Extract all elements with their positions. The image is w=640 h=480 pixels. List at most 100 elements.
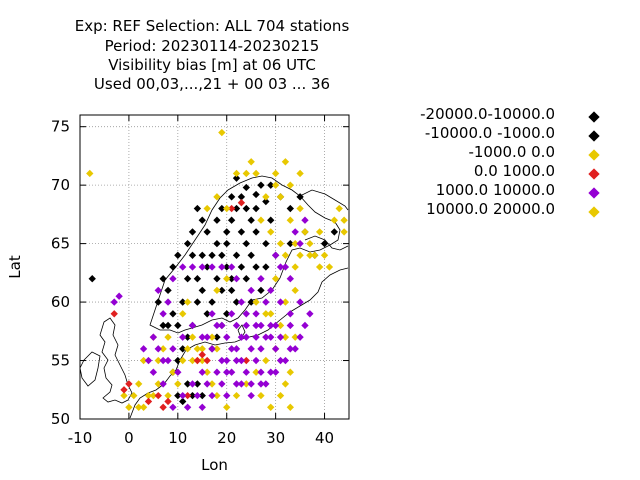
marker-s1-56 — [286, 239, 294, 248]
marker-s2-8 — [164, 333, 172, 341]
legend-label-2: -1000.0 0.0 — [468, 143, 555, 161]
marker-s2-0 — [218, 128, 226, 137]
marker-s4-28 — [198, 368, 206, 376]
marker-s4-24 — [237, 298, 246, 306]
marker-s1-19 — [183, 333, 192, 341]
marker-s1-37 — [242, 275, 250, 283]
marker-s4-82 — [223, 368, 231, 376]
marker-s4-37 — [262, 333, 270, 341]
marker-s2-31 — [301, 228, 309, 236]
marker-s4-96 — [208, 263, 216, 271]
ytick-label-1: 55 — [51, 352, 70, 370]
marker-s1-80 — [169, 310, 177, 318]
marker-s4-17 — [286, 345, 294, 353]
marker-s4-29 — [188, 380, 197, 388]
marker-s2-32 — [286, 216, 294, 224]
marker-s1-73 — [252, 228, 260, 236]
marker-s1-16 — [198, 286, 206, 295]
marker-s4-67 — [208, 391, 216, 400]
station-markers — [86, 128, 348, 411]
marker-s1-1 — [198, 216, 206, 224]
marker-s1-32 — [169, 263, 177, 271]
marker-s4-80 — [213, 321, 221, 330]
marker-s3-4 — [154, 391, 162, 400]
marker-s1-12 — [227, 275, 236, 283]
marker-s1-54 — [296, 193, 304, 201]
coastline — [79, 175, 349, 419]
marker-s4-91 — [296, 239, 304, 248]
marker-s5-23 — [203, 204, 211, 213]
marker-s5-14 — [262, 193, 270, 201]
legend-label-0: -20000.0-10000.0 — [420, 105, 555, 123]
marker-s2-36 — [340, 216, 348, 224]
marker-s4-19 — [286, 310, 294, 318]
marker-s4-72 — [144, 356, 153, 365]
marker-s2-61 — [291, 263, 299, 271]
marker-s1-53 — [286, 204, 294, 213]
marker-s5-1 — [335, 204, 343, 213]
marker-s4-69 — [174, 368, 182, 376]
marker-s1-0 — [88, 275, 96, 283]
marker-s4-90 — [291, 228, 299, 236]
marker-s1-46 — [262, 239, 270, 248]
marker-s4-68 — [198, 403, 206, 411]
marker-s3-6 — [164, 397, 172, 406]
marker-s5-11 — [257, 216, 265, 224]
marker-s4-5 — [169, 345, 177, 353]
axes: -10 0 10 20 30 40 50 55 60 65 70 75 Lon Lat — [6, 115, 349, 474]
marker-s2-52 — [183, 298, 192, 306]
marker-s1-44 — [213, 333, 221, 341]
marker-s1-41 — [232, 298, 241, 306]
plot-frame — [79, 114, 350, 420]
marker-s4-93 — [232, 275, 241, 283]
marker-s4-75 — [276, 333, 285, 341]
marker-s1-71 — [242, 204, 250, 213]
marker-s1-78 — [198, 251, 206, 259]
marker-s4-2 — [139, 345, 148, 353]
marker-s2-1 — [125, 403, 133, 411]
marker-s1-13 — [213, 275, 221, 283]
marker-s5-15 — [271, 169, 280, 178]
marker-s4-77 — [252, 333, 260, 341]
marker-s2-67 — [198, 345, 206, 353]
marker-s4-12 — [237, 380, 246, 388]
marker-s4-16 — [276, 356, 285, 365]
marker-s1-75 — [193, 275, 202, 283]
marker-s3-9 — [203, 356, 211, 365]
marker-s2-59 — [208, 333, 216, 341]
marker-s4-14 — [257, 380, 265, 388]
marker-s4-44 — [252, 356, 260, 365]
marker-s3-2 — [125, 380, 133, 388]
marker-s2-47 — [135, 403, 143, 411]
marker-s2-48 — [120, 391, 128, 400]
xtick-label-0: -10 — [68, 429, 93, 447]
marker-s1-42 — [223, 310, 231, 318]
marker-s1-60 — [203, 263, 211, 271]
coast-continent — [129, 305, 301, 419]
marker-s2-26 — [281, 298, 290, 306]
marker-s4-73 — [257, 321, 265, 330]
marker-s4-66 — [218, 380, 226, 388]
marker-s4-1 — [115, 292, 123, 300]
marker-s4-53 — [262, 298, 270, 306]
ytick-label-2: 60 — [51, 293, 70, 311]
marker-s2-27 — [291, 286, 299, 295]
marker-s2-37 — [286, 368, 294, 376]
marker-s5-0 — [86, 169, 94, 178]
marker-s4-25 — [227, 310, 236, 318]
marker-s2-12 — [188, 333, 197, 341]
marker-s4-18 — [296, 333, 304, 341]
marker-s2-15 — [203, 368, 211, 376]
marker-s2-51 — [179, 310, 187, 318]
marker-s0-1 — [242, 183, 250, 192]
marker-s1-17 — [193, 298, 202, 306]
marker-s2-21 — [252, 368, 260, 376]
marker-s1-24 — [188, 391, 197, 400]
marker-s4-98 — [188, 263, 197, 271]
marker-s4-101 — [164, 298, 172, 306]
marker-s1-48 — [267, 216, 275, 224]
marker-s4-46 — [232, 380, 241, 388]
marker-s1-28 — [179, 397, 187, 406]
coast-kola-inner — [304, 235, 349, 251]
